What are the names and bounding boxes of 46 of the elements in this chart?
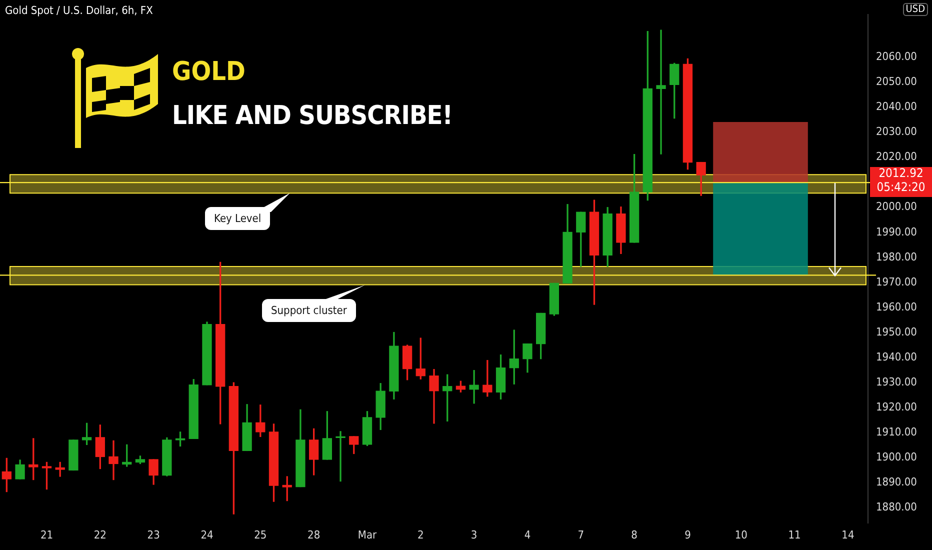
- y-tick-label: 1970.00: [876, 275, 917, 288]
- y-tick-label: 1890.00: [876, 476, 917, 489]
- chart-title: Gold Spot / U.S. Dollar, 6h, FX: [5, 4, 153, 17]
- annotation: LIKE AND SUBSCRIBE!: [172, 101, 452, 131]
- y-tick-label: 1980.00: [876, 250, 917, 264]
- candlestick: [336, 431, 346, 482]
- x-tick-label: 8: [631, 528, 638, 542]
- y-axis-title: USD: [902, 3, 928, 16]
- x-tick-label: 4: [524, 528, 531, 542]
- x-tick-label: 9: [684, 528, 691, 542]
- x-tick-label: 23: [147, 528, 160, 542]
- band-label: Support cluster: [262, 298, 356, 322]
- x-tick-label: 28: [308, 528, 320, 542]
- candlestick: [469, 370, 479, 404]
- y-tick-label: 1990.00: [876, 225, 917, 238]
- x-tick-label: Mar: [358, 528, 378, 542]
- y-tick-label: 2040.00: [876, 100, 917, 114]
- text: 2012.92: [878, 166, 924, 180]
- y-tick-label: 1900.00: [876, 450, 917, 464]
- text: 05:42:20: [876, 180, 926, 194]
- y-tick-label: 2060.00: [876, 50, 917, 64]
- x-tick-label: 24: [200, 528, 214, 542]
- y-tick-label: 2050.00: [876, 75, 917, 88]
- x-tick-label: 25: [254, 528, 267, 542]
- x-tick-label: 21: [40, 528, 54, 542]
- x-tick-label: 22: [94, 528, 106, 542]
- y-tick-label: 1950.00: [876, 325, 917, 338]
- y-tick-label: 1940.00: [876, 350, 917, 364]
- x-tick-label: 2: [418, 528, 424, 542]
- y-tick-label: 1920.00: [876, 400, 917, 414]
- candlestick: [108, 440, 118, 480]
- annotation: GOLD: [172, 57, 246, 87]
- candlestick: [656, 30, 666, 154]
- y-tick-label: 2030.00: [876, 125, 917, 138]
- y-tick-label: 1930.00: [876, 375, 917, 388]
- y-tick-label: 1880.00: [876, 500, 917, 514]
- x-tick-label: 10: [734, 528, 748, 542]
- x-tick-label: 14: [842, 528, 854, 542]
- x-tick-label: 11: [788, 528, 801, 542]
- x-tick-label: 7: [578, 528, 584, 542]
- x-tick-label: 3: [470, 528, 478, 542]
- band-label: Key Level: [205, 207, 270, 230]
- y-tick-label: 1960.00: [876, 300, 917, 314]
- y-tick-label: 1910.00: [876, 426, 917, 439]
- y-tick-label: 2000.00: [876, 200, 917, 214]
- y-tick-label: 2020.00: [876, 150, 917, 164]
